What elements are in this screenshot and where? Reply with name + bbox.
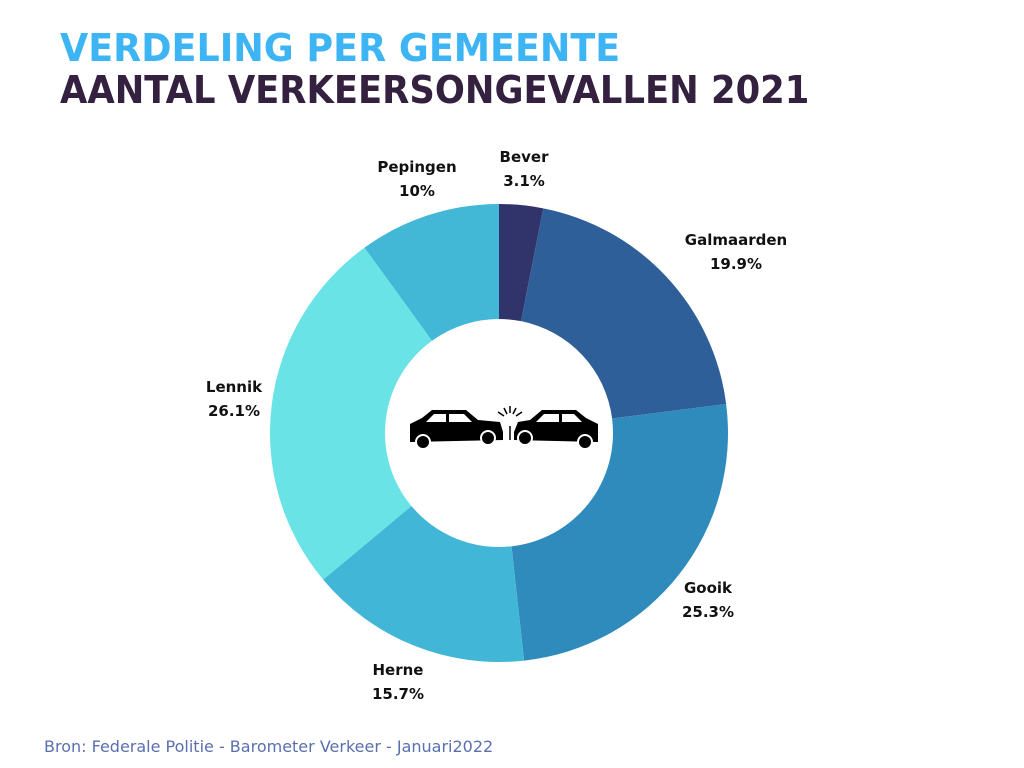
slice-value-galmaarden: 19.9%	[710, 255, 762, 273]
labels-group: Bever 3.1% Galmaarden 19.9% Gooik 25.3% Herne 1…	[206, 148, 787, 703]
slice-label-lennik: Lennik	[206, 378, 263, 396]
slice-label-gooik: Gooik	[684, 579, 733, 597]
slice-bever	[499, 204, 544, 322]
slices-group	[270, 204, 728, 662]
slice-label-herne: Herne	[373, 661, 424, 679]
slice-lennik	[270, 247, 433, 580]
source-note: Bron: Federale Politie - Barometer Verke…	[44, 737, 494, 756]
slice-label-galmaarden: Galmaarden	[685, 231, 787, 249]
chart-title: VERDELING PER GEMEENTE	[60, 26, 621, 70]
slice-label-pepingen: Pepingen	[377, 158, 456, 176]
slice-label-bever: Bever	[500, 148, 550, 166]
car-crash-icon	[410, 406, 598, 450]
slice-value-lennik: 26.1%	[208, 402, 260, 420]
slice-herne	[323, 506, 525, 662]
slice-value-gooik: 25.3%	[682, 603, 734, 621]
slice-pepingen	[364, 204, 499, 341]
chart-subtitle: AANTAL VERKEERSONGEVALLEN 2021	[60, 68, 810, 112]
slice-galmaarden	[521, 208, 727, 419]
slice-value-herne: 15.7%	[372, 685, 424, 703]
slice-value-pepingen: 10%	[399, 182, 435, 200]
impact-spark-icon	[497, 406, 523, 440]
slice-value-bever: 3.1%	[503, 172, 545, 190]
slice-gooik	[511, 403, 728, 661]
